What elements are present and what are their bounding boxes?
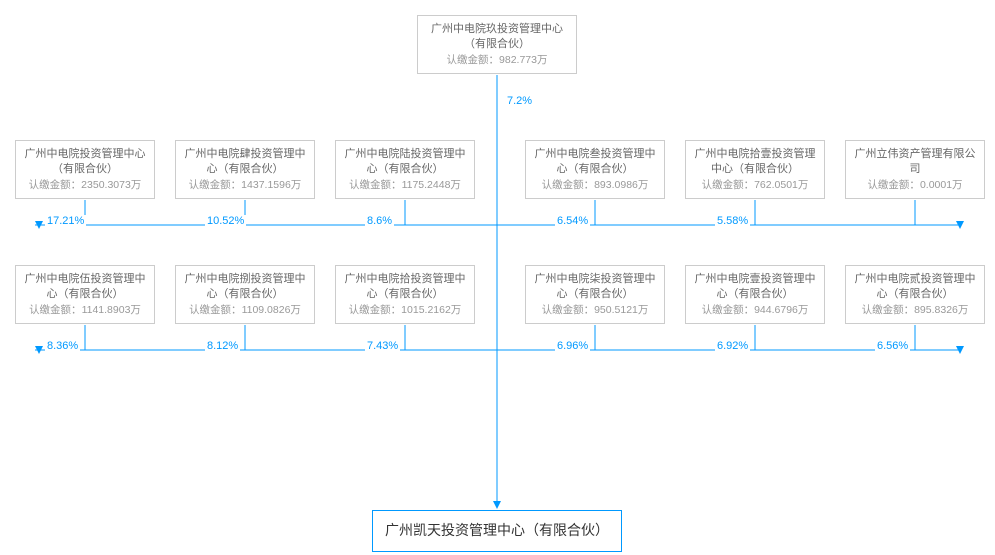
node-title: 广州中电院陆投资管理中心（有限合伙）: [340, 147, 470, 178]
parent-node: 广州立伟资产管理有限公司 认缴金额：0.0001万: [845, 140, 985, 199]
node-amount: 认缴金额：1437.1596万: [180, 178, 310, 193]
node-amount: 认缴金额：1015.2162万: [340, 303, 470, 318]
node-amount: 认缴金额：762.0501万: [690, 178, 820, 193]
node-amount: 认缴金额：0.0001万: [850, 178, 980, 193]
parent-node: 广州中电院拾壹投资管理中心（有限合伙） 认缴金额：762.0501万: [685, 140, 825, 199]
percentage-label: 6.56%: [875, 340, 910, 352]
percentage-label: 5.58%: [715, 215, 750, 227]
node-amount: 认缴金额：982.773万: [422, 53, 572, 68]
node-title: 广州中电院拾投资管理中心（有限合伙）: [340, 272, 470, 303]
parent-node: 广州中电院柒投资管理中心（有限合伙） 认缴金额：950.5121万: [525, 265, 665, 324]
node-title: 广州中电院拾壹投资管理中心（有限合伙）: [690, 147, 820, 178]
node-title: 广州中电院叁投资管理中心（有限合伙）: [530, 147, 660, 178]
node-title: 广州中电院壹投资管理中心（有限合伙）: [690, 272, 820, 303]
parent-node: 广州中电院壹投资管理中心（有限合伙） 认缴金额：944.6796万: [685, 265, 825, 324]
percentage-label: 8.6%: [365, 215, 394, 227]
target-title: 广州凯天投资管理中心（有限合伙）: [381, 521, 613, 541]
percentage-label: 10.52%: [205, 215, 246, 227]
percentage-label: 7.2%: [505, 95, 534, 107]
parent-node: 广州中电院贰投资管理中心（有限合伙） 认缴金额：895.8326万: [845, 265, 985, 324]
parent-node: 广州中电院叁投资管理中心（有限合伙） 认缴金额：893.0986万: [525, 140, 665, 199]
parent-node: 广州中电院肆投资管理中心（有限合伙） 认缴金额：1437.1596万: [175, 140, 315, 199]
parent-node: 广州中电院拾投资管理中心（有限合伙） 认缴金额：1015.2162万: [335, 265, 475, 324]
parent-node: 广州中电院伍投资管理中心（有限合伙） 认缴金额：1141.8903万: [15, 265, 155, 324]
node-amount: 认缴金额：895.8326万: [850, 303, 980, 318]
node-amount: 认缴金额：944.6796万: [690, 303, 820, 318]
percentage-label: 6.96%: [555, 340, 590, 352]
node-title: 广州中电院贰投资管理中心（有限合伙）: [850, 272, 980, 303]
parent-node: 广州中电院陆投资管理中心（有限合伙） 认缴金额：1175.2448万: [335, 140, 475, 199]
node-amount: 认缴金额：1175.2448万: [340, 178, 470, 193]
node-title: 广州中电院捌投资管理中心（有限合伙）: [180, 272, 310, 303]
percentage-label: 17.21%: [45, 215, 86, 227]
node-amount: 认缴金额：950.5121万: [530, 303, 660, 318]
node-title: 广州立伟资产管理有限公司: [850, 147, 980, 178]
node-title: 广州中电院伍投资管理中心（有限合伙）: [20, 272, 150, 303]
target-node: 广州凯天投资管理中心（有限合伙）: [372, 510, 622, 552]
node-amount: 认缴金额：893.0986万: [530, 178, 660, 193]
percentage-label: 6.92%: [715, 340, 750, 352]
parent-node: 广州中电院捌投资管理中心（有限合伙） 认缴金额：1109.0826万: [175, 265, 315, 324]
node-title: 广州中电院投资管理中心（有限合伙）: [20, 147, 150, 178]
percentage-label: 8.36%: [45, 340, 80, 352]
parent-node: 广州中电院投资管理中心（有限合伙） 认缴金额：2350.3073万: [15, 140, 155, 199]
percentage-label: 8.12%: [205, 340, 240, 352]
node-amount: 认缴金额：1109.0826万: [180, 303, 310, 318]
node-title: 广州中电院肆投资管理中心（有限合伙）: [180, 147, 310, 178]
percentage-label: 6.54%: [555, 215, 590, 227]
percentage-label: 7.43%: [365, 340, 400, 352]
node-amount: 认缴金额：2350.3073万: [20, 178, 150, 193]
parent-node-top: 广州中电院玖投资管理中心（有限合伙） 认缴金额：982.773万: [417, 15, 577, 74]
node-amount: 认缴金额：1141.8903万: [20, 303, 150, 318]
node-title: 广州中电院玖投资管理中心（有限合伙）: [422, 22, 572, 53]
node-title: 广州中电院柒投资管理中心（有限合伙）: [530, 272, 660, 303]
